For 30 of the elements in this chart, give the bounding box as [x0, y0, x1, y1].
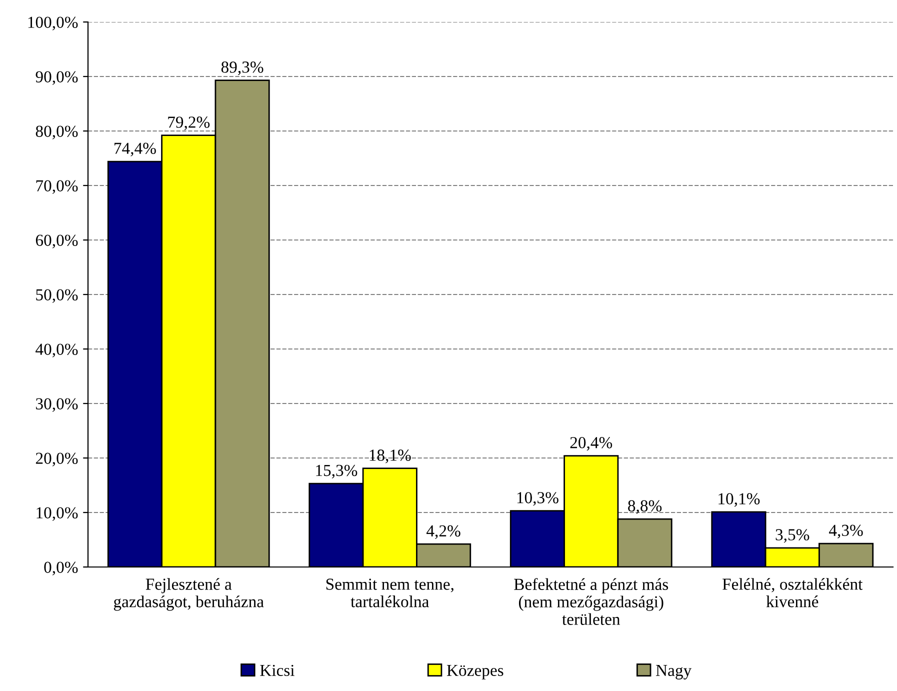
- legend-label: Nagy: [656, 664, 692, 680]
- y-tick-label: 20,0%: [36, 452, 78, 466]
- y-tick-label: 30,0%: [36, 398, 78, 412]
- data-label: 4,3%: [829, 524, 863, 538]
- legend-label: Kicsi: [260, 664, 294, 676]
- data-label: 10,3%: [517, 492, 558, 506]
- data-label: 3,5%: [776, 529, 810, 543]
- legend-label: Közepes: [446, 664, 504, 680]
- y-tick-label: 10,0%: [36, 507, 78, 521]
- data-label: 79,2%: [168, 116, 210, 130]
- y-tick-label: 0,0%: [44, 562, 78, 576]
- x-tick-label: Fejlesztené a gazdaságot, beruházna: [114, 578, 264, 611]
- data-label: 8,8%: [628, 500, 662, 514]
- data-label: 89,3%: [221, 62, 264, 76]
- y-tick-label: 100,0%: [28, 16, 78, 30]
- y-tick-label: 40,0%: [36, 344, 78, 358]
- data-label: 74,4%: [114, 142, 156, 156]
- y-tick-label: 70,0%: [36, 180, 78, 194]
- x-tick-label: Felélné, osztalékként kivenné: [722, 578, 863, 608]
- x-tick-label: Semmit nem tenne, tartalékolna: [326, 578, 454, 608]
- y-tick-label: 90,0%: [36, 71, 78, 85]
- data-label: 15,3%: [316, 464, 358, 478]
- y-tick-label: 50,0%: [36, 289, 78, 303]
- x-tick-label: Befektetné a pénzt más (nem mezőgazdasági) területen: [514, 578, 668, 625]
- data-label: 4,2%: [426, 525, 460, 539]
- data-label: 20,4%: [570, 437, 612, 451]
- data-label: 10,1%: [718, 493, 760, 507]
- y-tick-label: 60,0%: [36, 234, 78, 248]
- data-label: 18,1%: [370, 450, 411, 464]
- y-tick-label: 80,0%: [36, 126, 78, 140]
